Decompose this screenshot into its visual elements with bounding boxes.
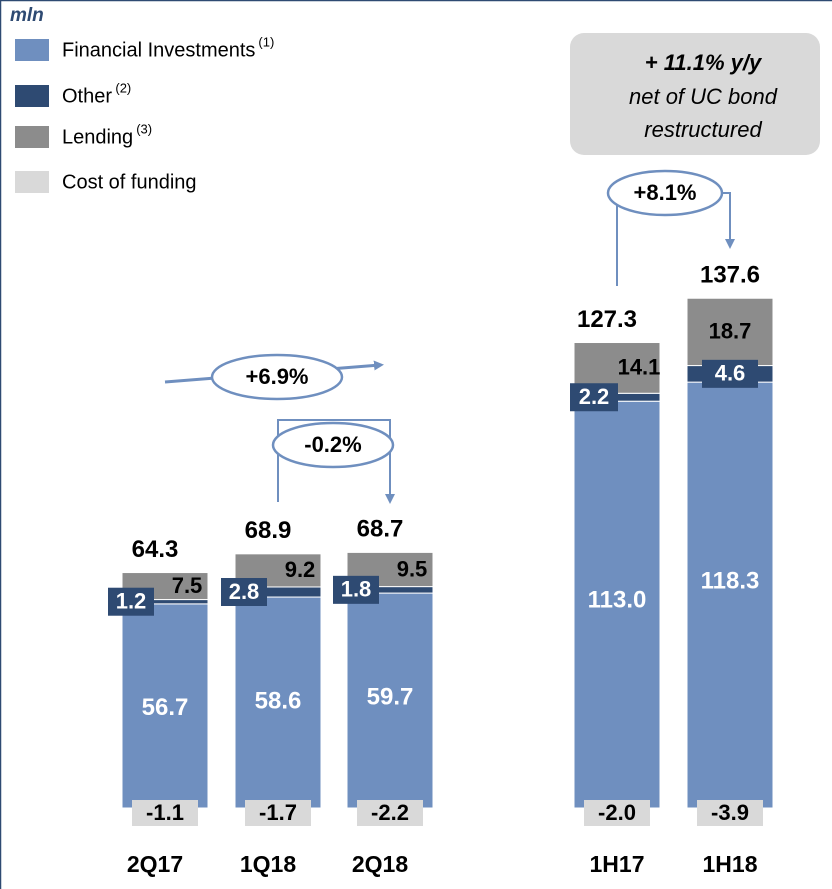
value-label: -2.2 — [371, 800, 409, 825]
change-label: -0.2% — [304, 432, 361, 457]
change-bubble — [271, 421, 395, 469]
legend-label: Other — [62, 85, 112, 107]
bar-segment — [686, 297, 774, 367]
change-bubble — [210, 353, 344, 401]
change-label: +8.1% — [634, 180, 697, 205]
label-box — [245, 800, 311, 826]
label-box — [570, 383, 618, 412]
callout-box — [570, 33, 820, 155]
legend-label: Financial Investments — [62, 39, 255, 61]
legend-note: (3) — [136, 121, 152, 136]
legend-swatch — [15, 85, 49, 107]
value-label: -3.9 — [711, 800, 749, 825]
value-label: 59.7 — [367, 683, 414, 710]
x-tick-label: 2Q18 — [352, 851, 408, 877]
bar-segment — [346, 592, 434, 809]
total-label: 68.7 — [357, 516, 404, 543]
legend-swatch — [15, 171, 49, 193]
bar-segment — [573, 400, 661, 809]
total-label: 68.9 — [245, 517, 292, 544]
x-tick-label: 1Q18 — [240, 851, 296, 877]
callout-line: + 11.1% y/y — [645, 50, 763, 75]
value-label: 2.8 — [229, 579, 260, 604]
change-bubble — [606, 169, 724, 217]
value-label: -2.0 — [598, 800, 636, 825]
bar-segment — [686, 381, 774, 809]
x-tick-label: 1H17 — [590, 851, 645, 877]
label-box — [108, 587, 154, 616]
value-label: -1.7 — [259, 800, 297, 825]
total-label: 137.6 — [700, 262, 760, 289]
label-box — [357, 800, 423, 826]
value-label: 2.2 — [579, 384, 610, 409]
bar-segment — [121, 603, 209, 809]
value-label: 118.3 — [701, 567, 760, 594]
legend-label: Lending — [62, 126, 133, 148]
label-box — [333, 575, 379, 604]
legend-swatch — [15, 39, 49, 61]
value-label: 9.2 — [285, 557, 316, 582]
callout-line: net of UC bond — [629, 84, 778, 109]
label-box — [221, 578, 267, 606]
callout-line: restructured — [644, 117, 762, 142]
legend-note: (2) — [115, 80, 131, 95]
x-tick-label: 2Q17 — [127, 851, 183, 877]
value-label: 113.0 — [588, 587, 647, 614]
bar-segment — [234, 596, 322, 809]
legend-swatch — [15, 126, 49, 148]
legend-label: Cost of funding — [62, 171, 197, 193]
label-box — [702, 359, 758, 388]
label-box — [584, 800, 650, 826]
value-label: 1.2 — [116, 589, 147, 614]
change-label: +6.9% — [246, 364, 309, 389]
legend-note: (1) — [258, 34, 274, 49]
x-tick-label: 1H18 — [703, 851, 758, 877]
label-box — [132, 800, 198, 826]
value-label: 9.5 — [397, 556, 428, 581]
value-label: 58.6 — [255, 687, 302, 714]
total-label: 127.3 — [577, 306, 637, 333]
total-label: 64.3 — [132, 536, 179, 563]
value-label: 4.6 — [715, 361, 746, 386]
value-label: 14.1 — [618, 355, 661, 380]
value-label: 56.7 — [142, 694, 189, 721]
label-box — [697, 800, 763, 826]
value-label: 18.7 — [709, 319, 752, 344]
unit-label: mln — [10, 5, 44, 26]
value-label: 1.8 — [341, 577, 372, 602]
value-label: -1.1 — [146, 800, 184, 825]
value-label: 7.5 — [172, 573, 203, 598]
